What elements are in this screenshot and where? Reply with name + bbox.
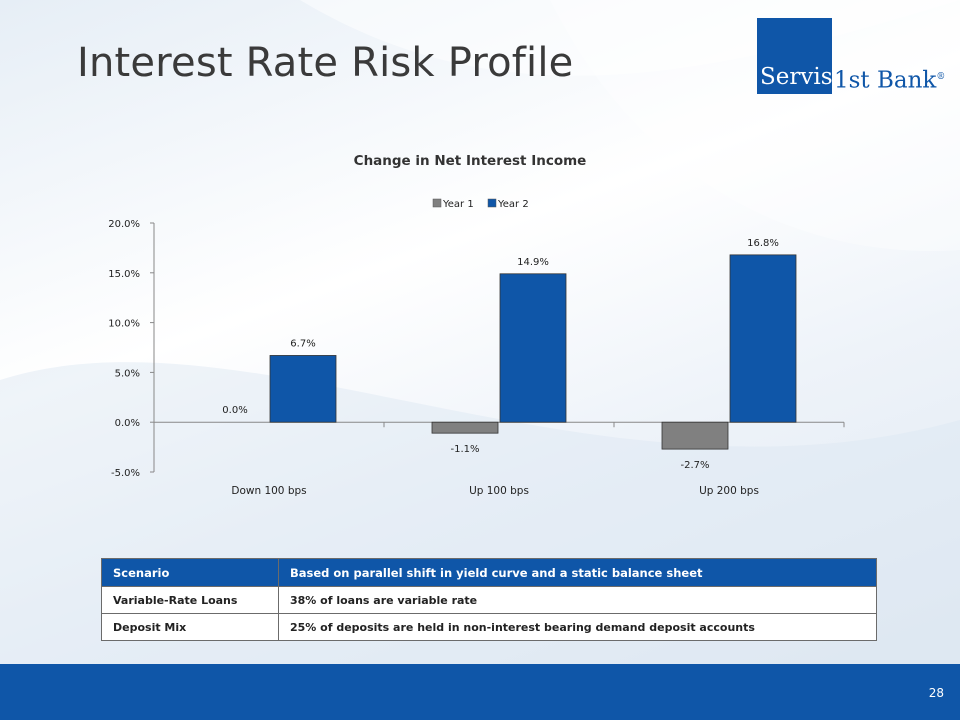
servisfirst-logo: Servis 1st Bank® — [757, 18, 947, 94]
legend-label: Year 2 — [497, 199, 529, 210]
data-label: 14.9% — [517, 257, 549, 268]
table-header-cell: Scenario — [101, 558, 279, 587]
y-tick-label: 5.0% — [115, 368, 140, 379]
data-label: 6.7% — [290, 338, 315, 349]
logo-registered-mark: ® — [936, 72, 946, 82]
legend-label: Year 1 — [442, 199, 474, 210]
chart-title: Change in Net Interest Income — [354, 153, 587, 169]
data-label: 16.8% — [747, 238, 779, 249]
bar — [729, 254, 797, 423]
table-header-cell: Based on parallel shift in yield curve a… — [278, 558, 877, 587]
slide-title: Interest Rate Risk Profile — [77, 40, 574, 86]
bar — [661, 421, 729, 450]
table-row: Variable-Rate Loans 38% of loans are var… — [101, 586, 877, 614]
table-cell: 25% of deposits are held in non-interest… — [278, 613, 877, 641]
footer-bar: 28 — [0, 664, 960, 720]
x-category-label: Up 100 bps — [469, 485, 529, 497]
legend-swatch — [487, 198, 497, 208]
chart-svg: Change in Net Interest Income Year 1 Year … — [108, 153, 845, 497]
bar — [431, 421, 499, 434]
bar — [499, 273, 567, 423]
y-tick-label: 10.0% — [108, 319, 140, 330]
y-tick-label: 20.0% — [108, 219, 140, 230]
table-cell: Deposit Mix — [101, 613, 279, 641]
net-interest-income-chart: Change in Net Interest Income Year 1 Year … — [0, 140, 960, 510]
table-cell: 38% of loans are variable rate — [278, 586, 877, 614]
logo-rest-text: 1st Bank — [834, 67, 937, 94]
legend-swatch — [432, 198, 442, 208]
table-cell: Variable-Rate Loans — [101, 586, 279, 614]
data-label: 0.0% — [222, 405, 247, 416]
bar — [269, 355, 337, 423]
y-tick-label: -5.0% — [111, 468, 140, 479]
scenario-table: Scenario Based on parallel shift in yiel… — [101, 558, 877, 641]
logo-box — [757, 18, 832, 94]
data-label: -2.7% — [680, 460, 709, 471]
y-tick-label: 0.0% — [115, 418, 140, 429]
logo-rest: 1st Bank® — [834, 66, 945, 93]
x-category-label: Up 200 bps — [699, 485, 759, 497]
page-number: 28 — [928, 686, 944, 700]
data-label: -1.1% — [450, 444, 479, 455]
table-row: Deposit Mix 25% of deposits are held in … — [101, 613, 877, 641]
x-category-label: Down 100 bps — [231, 485, 306, 497]
logo-box-text: Servis — [760, 64, 833, 90]
y-tick-label: 15.0% — [108, 269, 140, 280]
table-header-row: Scenario Based on parallel shift in yiel… — [101, 558, 877, 587]
